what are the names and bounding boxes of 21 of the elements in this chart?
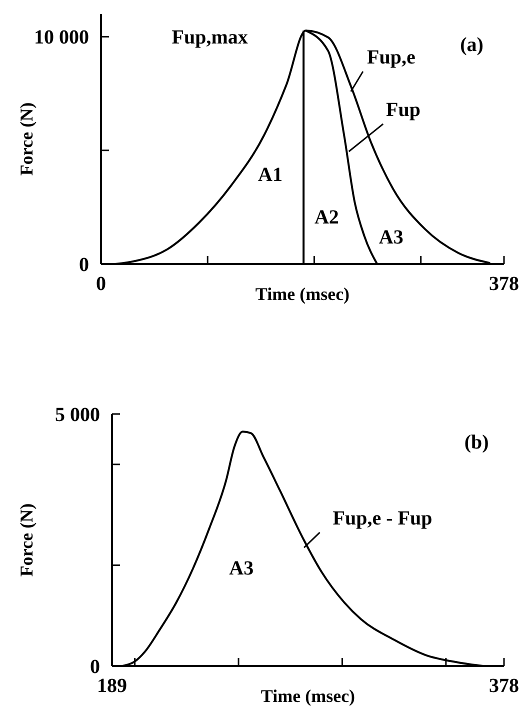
y-tick-label: 10 000	[34, 26, 89, 49]
x-axis-title: Time (msec)	[260, 686, 356, 706]
x-axis-title: Time (msec)	[255, 284, 350, 304]
annotation: (b)	[464, 432, 489, 454]
annotation: Fup,max	[172, 26, 248, 48]
y-tick-label: 0	[90, 656, 100, 678]
y-tick-label: 0	[79, 254, 89, 276]
y-axis-title: Force (N)	[16, 503, 36, 577]
annotation: A1	[258, 164, 282, 186]
series-label: Fup,e	[366, 46, 416, 68]
x-tick-label: 189	[97, 675, 127, 697]
annotation: A2	[314, 206, 339, 228]
series-label: Fup,e - Fup	[332, 507, 432, 530]
y-axis-title: Force (N)	[16, 102, 36, 176]
annotation: A3	[378, 226, 404, 248]
annotation: A3	[229, 558, 254, 580]
x-tick-label: 378	[489, 273, 519, 295]
x-tick-label: 378	[489, 675, 519, 697]
annotation: (a)	[460, 34, 484, 56]
y-tick-label: 5 000	[55, 404, 100, 426]
text: Fup	[386, 99, 420, 121]
